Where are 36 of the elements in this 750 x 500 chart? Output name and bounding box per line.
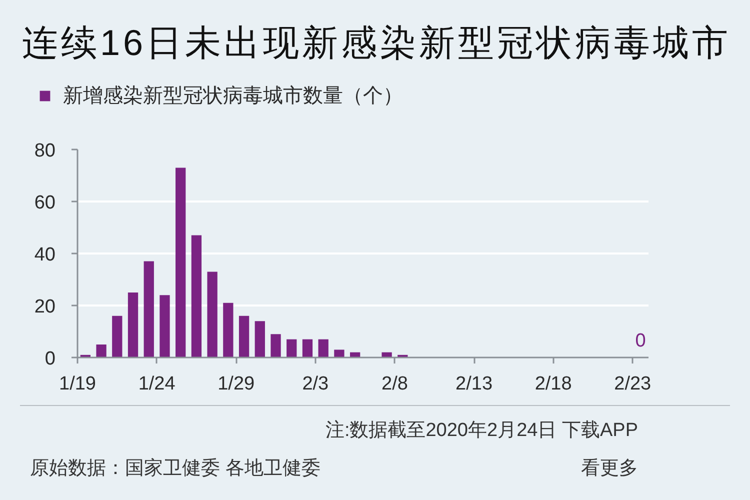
bar xyxy=(270,334,281,358)
y-tick-label: 40 xyxy=(34,244,56,266)
legend-label: 新增感染新型冠状病毒城市数量（个） xyxy=(63,84,403,109)
bar xyxy=(160,295,170,358)
bar xyxy=(334,350,344,358)
bar xyxy=(112,316,122,358)
x-tick-label: 2/8 xyxy=(382,374,408,394)
x-tick-label: 2/3 xyxy=(302,374,329,394)
x-tick-label: 1/19 xyxy=(59,374,96,394)
bar xyxy=(302,339,313,358)
chart-title: 连续16日未出现新感染新型冠状病毒城市 xyxy=(22,22,732,64)
y-tick-label: 60 xyxy=(34,192,56,214)
bar xyxy=(128,292,138,358)
bar xyxy=(286,339,297,358)
x-tick-label: 1/29 xyxy=(218,374,255,394)
x-tick-label: 2/13 xyxy=(456,374,493,394)
bar xyxy=(191,235,202,358)
bar xyxy=(176,168,186,358)
bar xyxy=(207,272,218,358)
bar xyxy=(318,339,328,358)
x-tick-label: 2/18 xyxy=(534,374,572,394)
y-tick-label: 80 xyxy=(34,140,56,162)
y-tick-label: 0 xyxy=(44,348,56,370)
bar xyxy=(254,321,265,358)
bar xyxy=(223,302,234,358)
x-tick-label: 1/24 xyxy=(138,374,176,394)
bar xyxy=(144,261,154,358)
bar xyxy=(96,344,106,358)
bar xyxy=(382,352,392,358)
text: 原始数据：国家卫健委 各地卫健委 xyxy=(30,457,320,482)
text: 注:数据截至2020年2月24日 下载APP xyxy=(324,419,638,444)
y-tick-label: 20 xyxy=(34,296,56,318)
bar xyxy=(238,316,250,358)
data-label: 0 xyxy=(635,330,646,352)
text: 看更多 xyxy=(581,457,638,482)
x-tick-label: 2/23 xyxy=(614,374,652,394)
